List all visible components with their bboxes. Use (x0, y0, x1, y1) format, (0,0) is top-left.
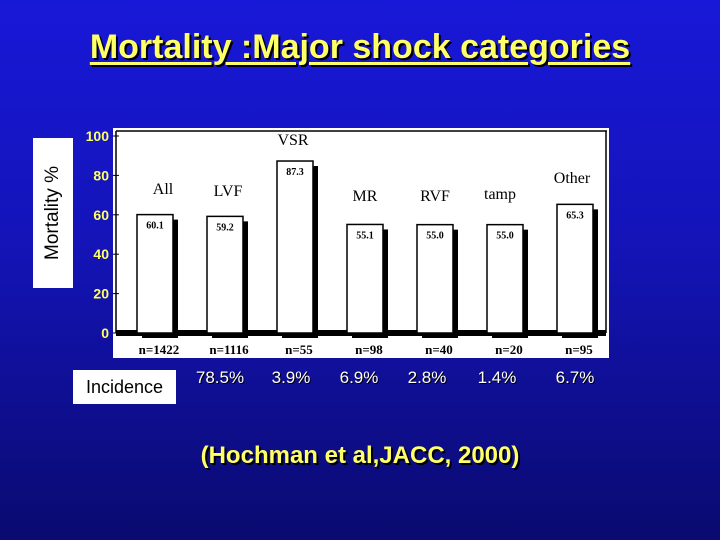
slide-title: Mortality :Major shock categories (89, 28, 631, 66)
bar-value-label: 55.0 (496, 231, 514, 242)
bar-value-label: 60.1 (146, 221, 164, 232)
citation: (Hochman et al,JACC, 2000) (200, 442, 520, 469)
y-tick-label: 80 (93, 167, 109, 183)
incidence-value: 78.5% (195, 368, 245, 387)
bar (206, 215, 244, 334)
category-label: LVF (214, 183, 243, 200)
bar-value-label: 55.0 (426, 231, 444, 242)
n-label: n=95 (565, 342, 593, 357)
bar (416, 223, 454, 334)
n-label: n=40 (425, 342, 453, 357)
category-label: tamp (484, 186, 516, 203)
incidence-value: 2.8% (407, 368, 447, 387)
incidence-value: 1.4% (477, 368, 517, 387)
y-tick-label: 60 (93, 207, 109, 223)
bar-value-label: 65.3 (566, 210, 584, 221)
incidence-value: 3.9% (271, 368, 311, 387)
category-label: Other (554, 170, 591, 187)
bar (346, 223, 384, 334)
y-tick-label: 40 (93, 246, 109, 262)
y-tick-label: 0 (101, 325, 109, 341)
n-label: n=1422 (139, 342, 180, 357)
n-label: n=1116 (209, 342, 249, 357)
y-tick-label: 100 (86, 128, 110, 144)
bar (276, 160, 314, 334)
bar-value-label: 55.1 (356, 230, 374, 241)
incidence-value: 6.9% (339, 368, 379, 387)
bar (556, 203, 594, 334)
bar (136, 213, 174, 334)
y-tick-label: 20 (93, 286, 109, 302)
y-axis-label-box (33, 138, 73, 288)
category-label: RVF (420, 188, 450, 205)
incidence-label-box (73, 370, 176, 404)
category-label: MR (353, 188, 378, 205)
bar-value-label: 87.3 (286, 167, 304, 178)
n-label: n=98 (355, 342, 383, 357)
bar (486, 223, 524, 334)
bar-value-label: 59.2 (216, 222, 234, 233)
incidence-label: Incidence (85, 377, 164, 397)
incidence-value: 6.7% (555, 368, 595, 387)
n-label: n=55 (285, 342, 313, 357)
category-label: All (153, 181, 174, 198)
category-label: VSR (277, 132, 308, 149)
n-label: n=20 (495, 342, 523, 357)
